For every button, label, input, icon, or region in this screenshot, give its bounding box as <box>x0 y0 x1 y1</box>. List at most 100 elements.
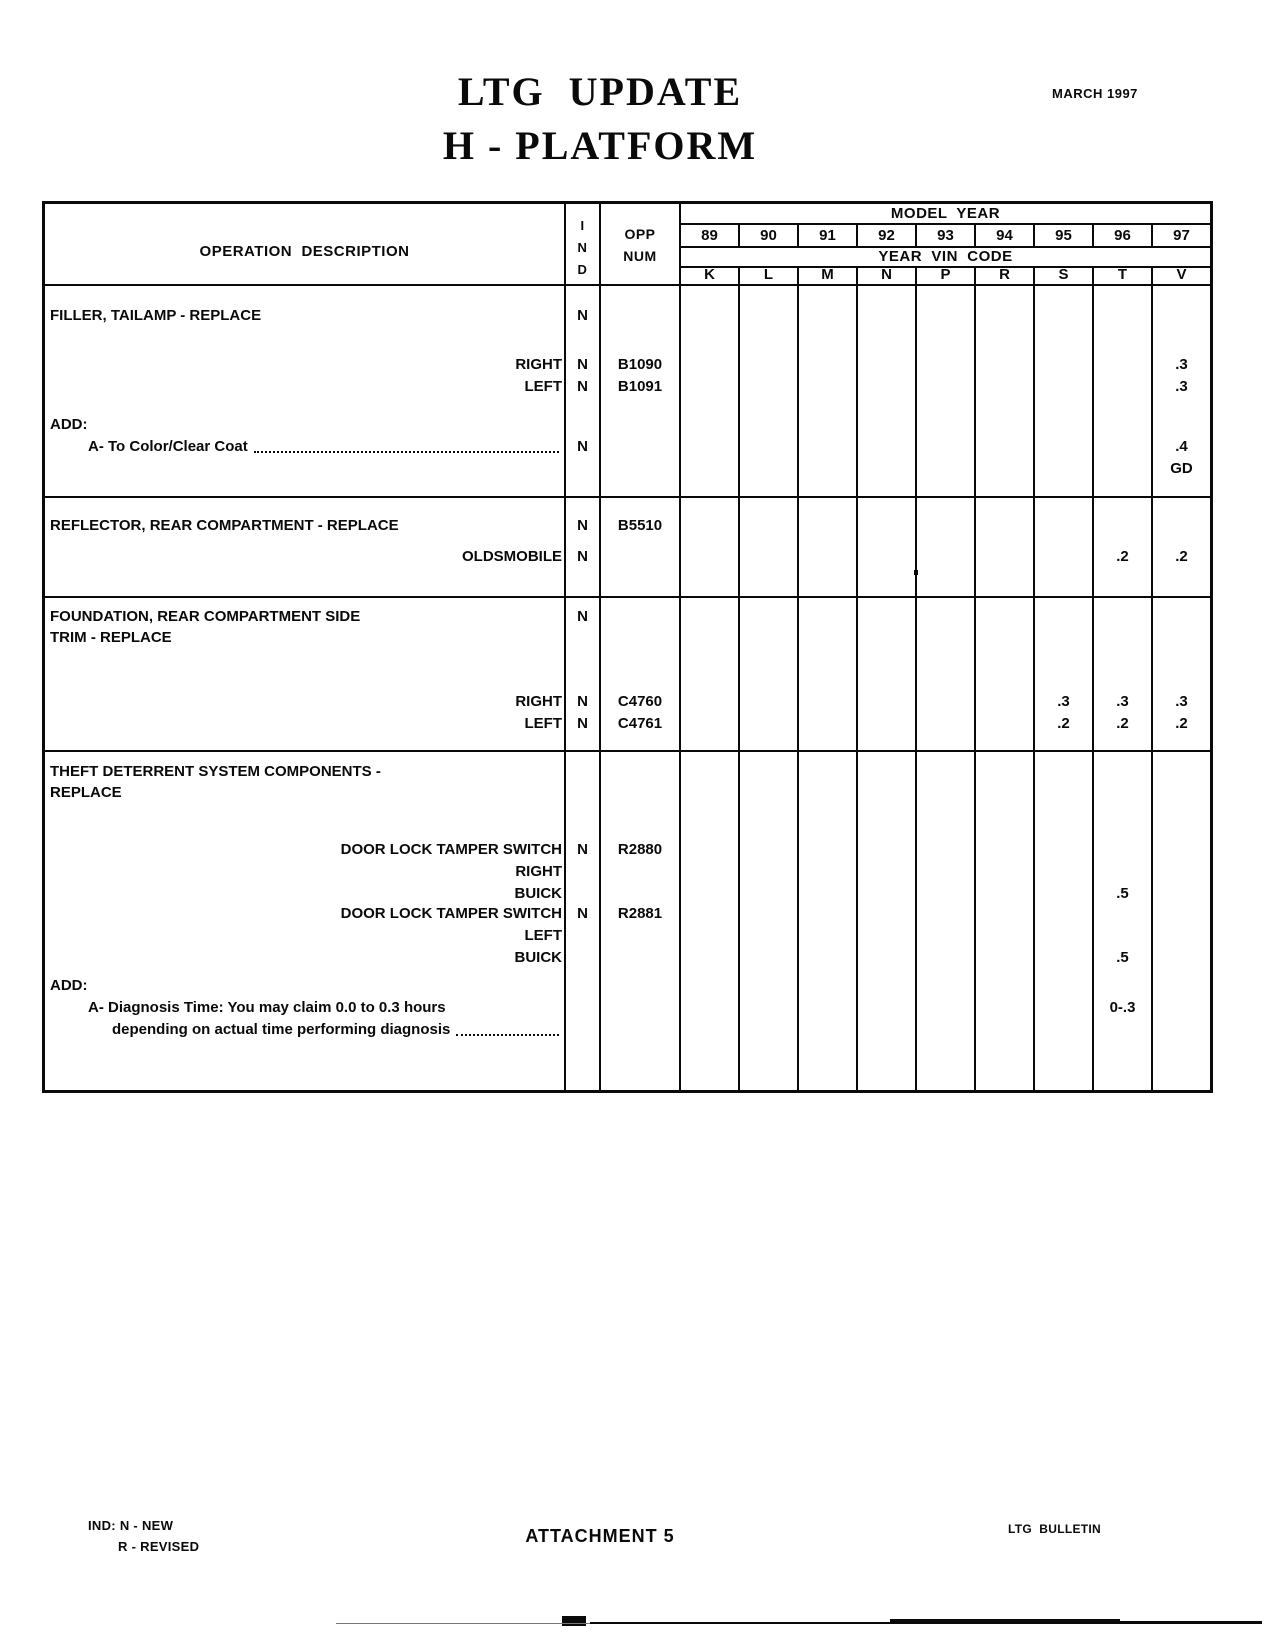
model-year-header: MODEL YEAR <box>890 205 1001 222</box>
labor-time-value: .2 <box>1057 715 1070 732</box>
year-divider-top-3 <box>856 224 858 247</box>
section-line-0 <box>44 284 1211 286</box>
header-line-1 <box>680 246 1211 248</box>
ind-flag: N <box>577 307 588 324</box>
table-row-desc: REPLACE <box>50 784 122 801</box>
scan-line-faint <box>336 1623 590 1624</box>
labor-time-value: .5 <box>1116 949 1129 966</box>
table-row-desc-text: A- To Color/Clear Coat <box>88 438 248 455</box>
ind-flag: N <box>577 356 588 373</box>
year-divider-3 <box>856 267 858 1091</box>
year-divider-7 <box>1092 267 1094 1091</box>
table-row-desc: FOUNDATION, REAR COMPARTMENT SIDE <box>50 608 361 625</box>
page-title: LTG UPDATE H - PLATFORM <box>300 72 900 166</box>
labor-time-value: 0-.3 <box>1109 999 1136 1016</box>
year-divider-top-4 <box>915 224 917 247</box>
vin-code-V: V <box>1176 266 1187 283</box>
section-line-3 <box>44 750 1211 752</box>
opp-num-header-line1: OPP <box>624 226 656 242</box>
ind-flag: N <box>577 608 588 625</box>
ind-flag: N <box>577 841 588 858</box>
vin-code-N: N <box>881 266 892 283</box>
section-line-1 <box>44 496 1211 498</box>
table-row-desc: ADD: <box>50 416 88 433</box>
model-year-97: 97 <box>1173 227 1190 244</box>
table-row-desc: OLDSMOBILE <box>462 548 562 565</box>
scan-speck <box>914 570 918 575</box>
labor-time-value: .3 <box>1175 378 1188 395</box>
scan-blob <box>562 1616 586 1626</box>
labor-time-value: GD <box>1170 460 1193 477</box>
page-title-line2: H - PLATFORM <box>442 123 758 168</box>
year-divider-top-2 <box>797 224 799 247</box>
year-divider-1 <box>738 267 740 1091</box>
labor-time-value: .3 <box>1116 693 1129 710</box>
scan-line-thick <box>890 1619 1120 1624</box>
year-divider-top-7 <box>1092 224 1094 247</box>
vin-code-K: K <box>704 266 715 283</box>
model-year-91: 91 <box>819 227 836 244</box>
table-row-desc: FILLER, TAILAMP - REPLACE <box>50 307 262 324</box>
model-year-96: 96 <box>1114 227 1131 244</box>
ind-header-letter-n: N <box>577 240 588 255</box>
date-stamp: MARCH 1997 <box>1052 86 1138 101</box>
table-row-desc: RIGHT <box>515 863 562 880</box>
table-border-left <box>42 201 45 1092</box>
table-row-desc: A- Diagnosis Time: You may claim 0.0 to … <box>88 999 446 1016</box>
ind-flag: N <box>577 905 588 922</box>
labor-time-value: .2 <box>1116 715 1129 732</box>
labor-time-value: .3 <box>1175 693 1188 710</box>
year-divider-top-6 <box>1033 224 1035 247</box>
labor-time-value: .2 <box>1116 548 1129 565</box>
table-row-desc: LEFT <box>524 927 563 944</box>
vin-code-S: S <box>1058 266 1069 283</box>
ind-header-letter-i: I <box>580 218 585 233</box>
opp-num: C4761 <box>617 715 663 732</box>
model-year-90: 90 <box>760 227 777 244</box>
opp-num: R2880 <box>617 841 663 858</box>
operation-description-header: OPERATION DESCRIPTION <box>199 243 410 260</box>
model-year-92: 92 <box>878 227 895 244</box>
table-row-desc: THEFT DETERRENT SYSTEM COMPONENTS - <box>50 763 381 780</box>
table-border-bottom <box>42 1090 1213 1093</box>
year-divider-2 <box>797 267 799 1091</box>
opp-num: C4760 <box>617 693 663 710</box>
header-line-2 <box>680 266 1211 268</box>
ind-flag: N <box>577 693 588 710</box>
ind-flag: N <box>577 438 588 455</box>
column-divider-0 <box>564 202 566 1091</box>
year-divider-5 <box>974 267 976 1091</box>
year-vin-code-header: YEAR VIN CODE <box>878 248 1013 265</box>
labor-time-value: .3 <box>1057 693 1070 710</box>
column-divider-2 <box>679 202 681 1091</box>
ind-legend-line2: R - REVISED <box>118 1539 200 1554</box>
attachment-label: ATTACHMENT 5 <box>525 1526 675 1546</box>
year-divider-top-1 <box>738 224 740 247</box>
column-divider-1 <box>599 202 601 1091</box>
ind-header-letter-d: D <box>577 262 588 277</box>
year-divider-6 <box>1033 267 1035 1091</box>
table-row-desc: RIGHT <box>515 693 562 710</box>
table-row-desc: REFLECTOR, REAR COMPARTMENT - REPLACE <box>50 517 399 534</box>
table-row-desc: depending on actual time performing diag… <box>112 1019 561 1040</box>
table-border-right <box>1210 201 1213 1092</box>
vin-code-L: L <box>763 266 774 283</box>
table-row-desc: LEFT <box>524 715 563 732</box>
scan-line-thin <box>590 1622 900 1624</box>
opp-num: B1091 <box>617 378 663 395</box>
opp-num: B1090 <box>617 356 663 373</box>
table-row-desc: BUICK <box>514 885 563 902</box>
labor-time-value: .3 <box>1175 356 1188 373</box>
table-row-desc: LEFT <box>524 378 563 395</box>
header-line-0 <box>680 223 1211 225</box>
year-divider-4 <box>915 267 917 1091</box>
vin-code-T: T <box>1117 266 1128 283</box>
ind-flag: N <box>577 548 588 565</box>
year-divider-8 <box>1151 267 1153 1091</box>
table-row-desc: DOOR LOCK TAMPER SWITCH <box>340 841 562 858</box>
model-year-89: 89 <box>701 227 718 244</box>
labor-time-value: .4 <box>1175 438 1188 455</box>
table-row-desc: ADD: <box>50 977 88 994</box>
vin-code-M: M <box>821 266 834 283</box>
